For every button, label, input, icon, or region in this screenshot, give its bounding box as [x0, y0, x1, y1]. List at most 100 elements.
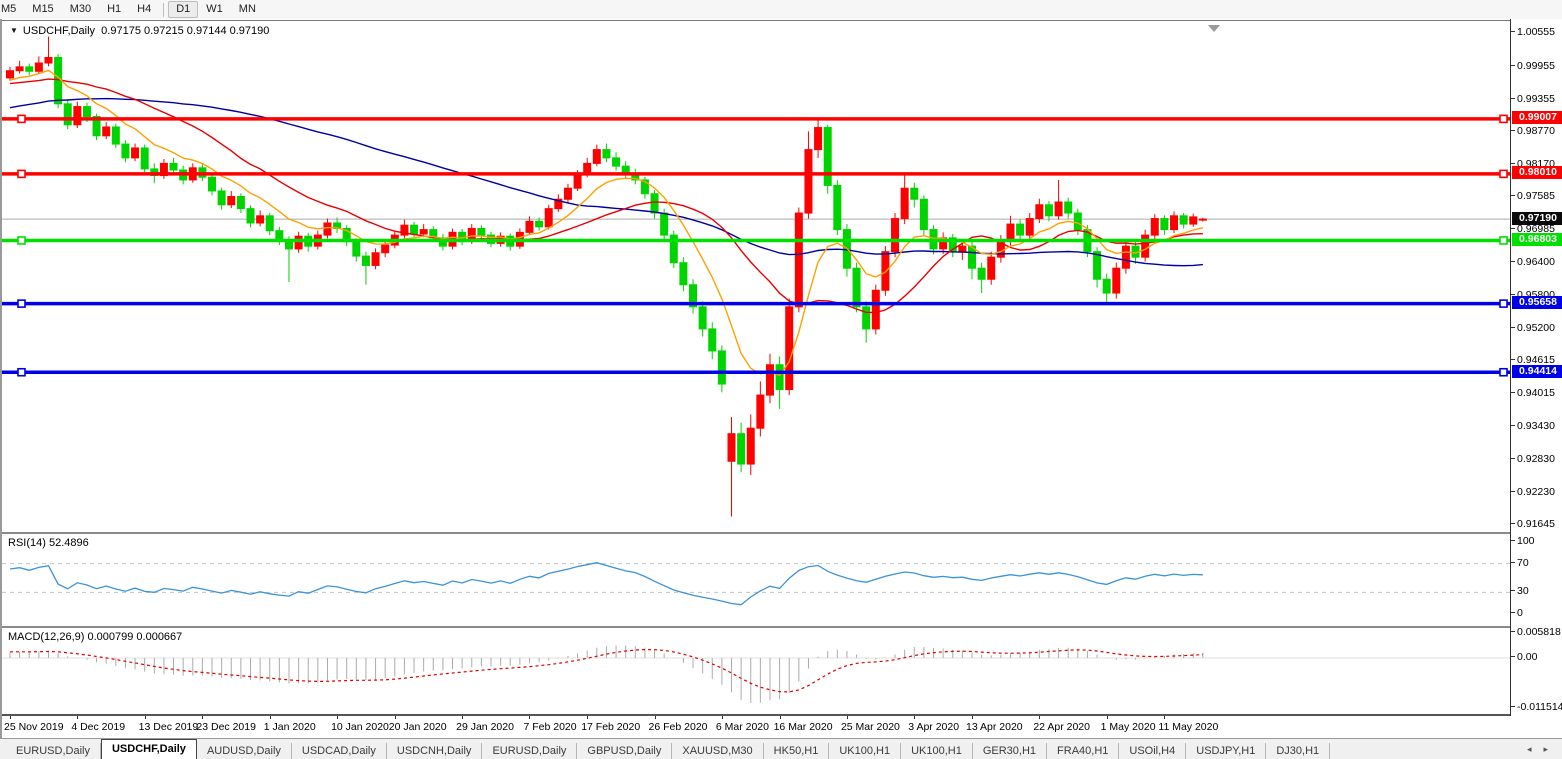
horizontal-line-object[interactable] — [2, 236, 1510, 245]
candle-up — [1170, 215, 1179, 231]
horizontal-line-object[interactable] — [2, 299, 1510, 308]
horizontal-line-object[interactable] — [2, 367, 1510, 377]
chart-tab-dj30-h1[interactable]: DJ30,H1 — [1266, 743, 1331, 759]
chart-tab-ger30-h1[interactable]: GER30,H1 — [973, 743, 1048, 759]
candle-up — [102, 126, 111, 137]
date-tick — [779, 716, 781, 719]
candle-down — [121, 143, 130, 159]
chart-tab-usoil-h4[interactable]: USOil,H4 — [1119, 743, 1187, 759]
tab-scroll-right-icon[interactable]: ▸ — [1543, 744, 1548, 754]
chart-tab-eurusd-daily[interactable]: EURUSD,Daily — [482, 743, 578, 759]
timeframe-button-h4[interactable]: H4 — [137, 3, 152, 15]
hline-price-badge: 0.96803 — [1512, 232, 1562, 246]
price-axis[interactable]: 1.00555 0.99955 0.99355 0.98770 0.98170 0.975… — [1510, 19, 1562, 716]
price-axis-tick: 0.94015 — [1511, 387, 1555, 399]
timeframe-button-w1[interactable]: W1 — [206, 3, 223, 15]
timeframe-button-m5[interactable]: M5 — [1, 3, 17, 15]
rsi-pane[interactable]: RSI(14) 52.4896 — [2, 532, 1510, 626]
date-tick — [337, 716, 339, 719]
chart-tab-audusd-daily[interactable]: AUDUSD,Daily — [197, 743, 292, 759]
line-drag-handle[interactable] — [1499, 299, 1508, 308]
timeframe-button-h1[interactable]: H1 — [107, 3, 122, 15]
rsi-axis-tick: 100 — [1511, 535, 1535, 547]
price-chart-canvas[interactable] — [2, 21, 1510, 531]
horizontal-line-object[interactable] — [2, 114, 1510, 124]
chart-tab-uk100-h1[interactable]: UK100,H1 — [829, 743, 902, 759]
date-tick — [1106, 716, 1108, 719]
candle-down — [111, 126, 120, 145]
horizontal-line-object[interactable] — [2, 169, 1510, 179]
chart-tab-usdcnh-daily[interactable]: USDCNH,Daily — [387, 743, 483, 759]
candle-down — [1064, 201, 1073, 214]
chart-collapse-icon[interactable]: ▼ — [10, 26, 18, 35]
rsi-indicator-label: RSI(14) 52.4896 — [8, 537, 89, 549]
chart-shift-marker[interactable] — [1208, 25, 1220, 32]
current-price-badge: 0.97190 — [1512, 211, 1562, 225]
timeframe-button-mn[interactable]: MN — [238, 3, 256, 15]
line-drag-handle[interactable] — [17, 367, 26, 377]
candle-up — [294, 235, 303, 250]
tab-scroll-left-icon[interactable]: ◂ — [1526, 744, 1532, 754]
date-label: 16 Mar 2020 — [773, 721, 833, 733]
time-axis[interactable]: 25 Nov 2019 4 Dec 2019 13 Dec 2019 23 Dec 2… — [2, 714, 1510, 739]
timeframe-toolbar: M5 M15 M30 H1 H4 D1 W1 MN — [0, 0, 1562, 20]
rsi-chart-canvas[interactable] — [2, 534, 1510, 624]
line-drag-handle[interactable] — [1499, 169, 1508, 179]
line-drag-handle[interactable] — [17, 236, 26, 245]
hline-price-badge: 0.99007 — [1512, 111, 1562, 125]
candle-up — [804, 149, 813, 214]
date-tick — [846, 716, 848, 719]
candle-up — [525, 220, 534, 233]
date-label: 13 Dec 2019 — [138, 721, 199, 733]
date-label: 6 Mar 2020 — [715, 721, 769, 733]
chart-tab-hk50-h1[interactable]: HK50,H1 — [764, 743, 830, 759]
ma-fast-line — [9, 69, 1204, 377]
candle-down — [169, 162, 178, 171]
chart-tab-usdchf-daily[interactable]: USDCHF,Daily — [100, 739, 197, 759]
line-drag-handle[interactable] — [17, 299, 26, 308]
chart-tab-usdjpy-h1[interactable]: USDJPY,H1 — [1186, 743, 1267, 759]
macd-axis-tick: 0.005818 — [1511, 626, 1561, 638]
candle-up — [727, 433, 736, 462]
candle-up — [794, 212, 803, 308]
date-label: 22 Apr 2020 — [1033, 721, 1090, 733]
date-label: 1 May 2020 — [1100, 721, 1156, 733]
timeframe-button-m30[interactable]: M30 — [69, 3, 92, 15]
timeframe-button-d1[interactable]: D1 — [168, 1, 199, 18]
date-tick — [972, 716, 973, 719]
timeframe-button-m15[interactable]: M15 — [32, 3, 54, 15]
macd-pane[interactable]: MACD(12,26,9) 0.000799 0.000667 — [2, 626, 1510, 716]
date-tick — [462, 716, 464, 719]
candle-up — [785, 306, 794, 391]
price-axis-tick: 0.99355 — [1511, 93, 1555, 105]
chart-tab-eurusd-daily[interactable]: EURUSD,Daily — [6, 743, 101, 759]
candle-up — [1035, 204, 1044, 220]
chart-tab-xauusd-m30[interactable]: XAUUSD,M30 — [672, 743, 764, 759]
chart-tab-fra40-h1[interactable]: FRA40,H1 — [1047, 743, 1120, 759]
date-tick — [914, 716, 916, 719]
date-label: 1 Jan 2020 — [263, 721, 316, 733]
chart-tab-usdcad-daily[interactable]: USDCAD,Daily — [292, 743, 387, 759]
candle-down — [977, 267, 986, 280]
price-pane[interactable]: ▼ USDCHF,Daily 0.97175 0.97215 0.97144 0.… — [2, 20, 1510, 532]
candle-down — [82, 106, 91, 118]
candle-down — [775, 364, 784, 391]
line-drag-handle[interactable] — [1499, 236, 1508, 245]
line-drag-handle[interactable] — [17, 169, 26, 179]
candle-up — [44, 56, 53, 64]
line-drag-handle[interactable] — [17, 114, 26, 124]
candle-down — [535, 220, 544, 228]
date-tick — [721, 716, 723, 719]
line-drag-handle[interactable] — [1499, 367, 1508, 377]
candle-up — [1189, 216, 1198, 225]
macd-chart-canvas[interactable] — [2, 628, 1510, 714]
chart-tab-uk100-h1[interactable]: UK100,H1 — [901, 743, 973, 759]
line-drag-handle[interactable] — [1499, 114, 1508, 124]
chart-tab-gbpusd-daily[interactable]: GBPUSD,Daily — [577, 743, 673, 759]
date-tick — [202, 716, 204, 719]
candle-up — [563, 187, 572, 200]
candle-up — [1198, 218, 1207, 221]
candle-down — [25, 66, 34, 72]
candle-down — [650, 193, 659, 214]
rsi-axis-tick: 30 — [1511, 585, 1529, 597]
